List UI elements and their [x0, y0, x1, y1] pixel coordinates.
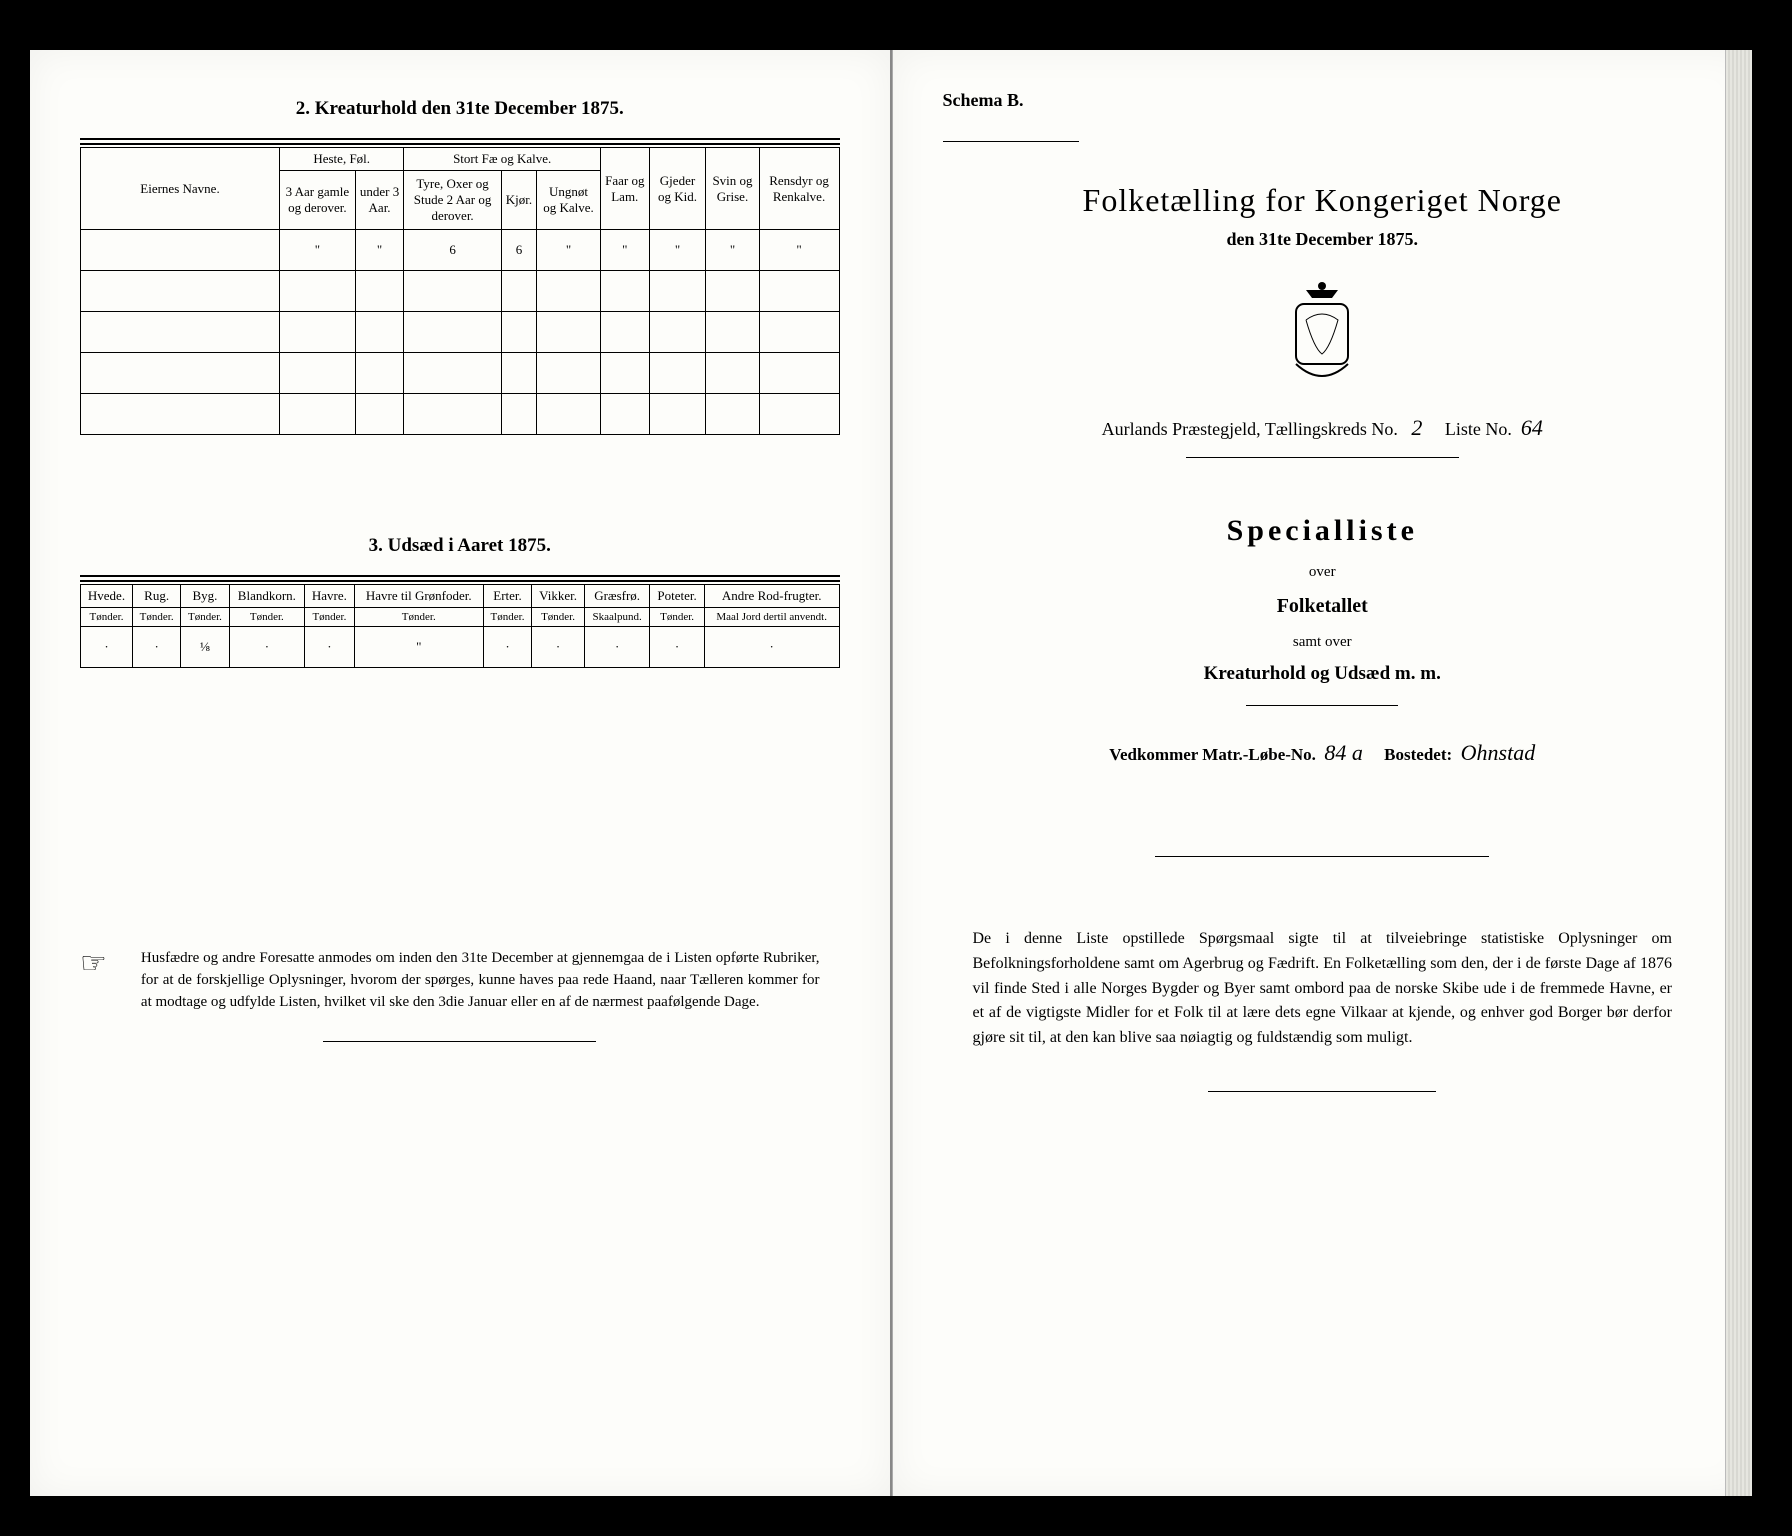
vedkommer-line: Vedkommer Matr.-Løbe-No. 84 a Bostedet: … [943, 740, 1703, 766]
cell: · [532, 627, 585, 668]
cell: · [132, 627, 180, 668]
cell: · [704, 627, 839, 668]
table-row: " " 6 6 " " " " " [81, 230, 840, 271]
over-label: over [943, 564, 1703, 581]
col-unit: Skaalpund. [584, 608, 650, 627]
table2-wrap: Eiernes Navne. Heste, Føl. Stort Fæ og K… [80, 147, 840, 435]
cell: · [81, 627, 133, 668]
col-head: Rug. [132, 585, 180, 608]
cell: · [483, 627, 531, 668]
liste-no: 64 [1521, 415, 1543, 440]
col-stort-a: Tyre, Oxer og Stude 2 Aar og derover. [404, 171, 501, 230]
cell: " [354, 627, 483, 668]
col-heste-a: 3 Aar gamle og derover. [280, 171, 356, 230]
liste-label: Liste No. [1445, 419, 1512, 439]
col-unit: Tønder. [132, 608, 180, 627]
praeste-line: Aurlands Præstegjeld, Tællingskreds No. … [943, 415, 1703, 441]
rule [1186, 457, 1459, 458]
col-gjeder: Gjeder og Kid. [649, 148, 706, 230]
section3-title: 3. Udsæd i Aaret 1875. [80, 535, 840, 557]
col-head: Blandkorn. [229, 585, 305, 608]
col-unit: Tønder. [81, 608, 133, 627]
col-unit: Tønder. [532, 608, 585, 627]
table-row [81, 271, 840, 312]
rule [1155, 856, 1489, 857]
schema-label: Schema B. [943, 90, 1703, 111]
grp-heste: Heste, Føl. [280, 148, 404, 171]
rule [1246, 705, 1398, 706]
bostedet-value: Ohnstad [1461, 740, 1536, 765]
rule [80, 575, 840, 582]
kreds-no: 2 [1411, 415, 1422, 440]
col-head: Hvede. [81, 585, 133, 608]
book-spread: 2. Kreaturhold den 31te December 1875. E… [30, 50, 1752, 1496]
cell: · [584, 627, 650, 668]
col-unit: Tønder. [229, 608, 305, 627]
col-unit: Tønder. [354, 608, 483, 627]
col-ren: Rensdyr og Renkalve. [759, 148, 839, 230]
col-head: Byg. [181, 585, 229, 608]
coat-of-arms-icon [1276, 280, 1368, 390]
right-page: Schema B. Folketælling for Kongeriget No… [892, 50, 1753, 1496]
census-subtitle: den 31te December 1875. [943, 229, 1703, 250]
col-head: Græsfrø. [584, 585, 650, 608]
col-stort-c: Ungnøt og Kalve. [537, 171, 601, 230]
table-row [81, 394, 840, 435]
cell: ⅛ [181, 627, 229, 668]
cell: · [305, 627, 355, 668]
col-unit: Tønder. [181, 608, 229, 627]
cell: · [650, 627, 704, 668]
body-text: De i denne Liste opstillede Spørgsmaal s… [973, 927, 1673, 1051]
table-row [81, 312, 840, 353]
samt-label: samt over [943, 634, 1703, 651]
col-head: Poteter. [650, 585, 704, 608]
col-head: Havre til Grønfoder. [354, 585, 483, 608]
col-head: Erter. [483, 585, 531, 608]
folketallet-label: Folketallet [943, 595, 1703, 618]
grp-stort: Stort Fæ og Kalve. [404, 148, 601, 171]
matr-no: 84 a [1324, 740, 1363, 765]
section2-title: 2. Kreaturhold den 31te December 1875. [80, 98, 840, 120]
col-unit: Tønder. [483, 608, 531, 627]
rule [1208, 1091, 1436, 1092]
specialliste-title: Specialliste [943, 514, 1703, 548]
table-row [81, 353, 840, 394]
col-head: Andre Rod-frugter. [704, 585, 839, 608]
bostedet-label: Bostedet: [1384, 745, 1452, 764]
page-edge [1725, 50, 1752, 1496]
table-row: ··⅛··"····· [81, 627, 840, 668]
col-heste-b: under 3 Aar. [355, 171, 404, 230]
vedk-label: Vedkommer Matr.-Løbe-No. [1109, 745, 1316, 764]
rule [943, 141, 1080, 142]
col-svin: Svin og Grise. [706, 148, 759, 230]
rule [323, 1041, 596, 1042]
col-owners: Eiernes Navne. [81, 148, 280, 230]
kreatur-label: Kreaturhold og Udsæd m. m. [943, 663, 1703, 685]
cell: · [229, 627, 305, 668]
col-unit: Maal Jord dertil anvendt. [704, 608, 839, 627]
table-kreaturhold: Eiernes Navne. Heste, Føl. Stort Fæ og K… [80, 147, 840, 435]
census-title: Folketælling for Kongeriget Norge [943, 182, 1703, 219]
col-unit: Tønder. [305, 608, 355, 627]
col-faar: Faar og Lam. [600, 148, 649, 230]
rule [80, 138, 840, 145]
pointing-hand-icon: ☞ [80, 946, 107, 1013]
praeste-label: Aurlands Præstegjeld, Tællingskreds No. [1102, 419, 1398, 439]
table-udsaed: Hvede.Rug.Byg.Blandkorn.Havre.Havre til … [80, 584, 840, 668]
left-page: 2. Kreaturhold den 31te December 1875. E… [30, 50, 892, 1496]
scan-frame: 2. Kreaturhold den 31te December 1875. E… [0, 0, 1792, 1536]
notice-block: ☞ Husfædre og andre Foresatte anmodes om… [80, 948, 840, 1013]
col-head: Vikker. [532, 585, 585, 608]
notice-text: Husfædre og andre Foresatte anmodes om i… [141, 948, 820, 1013]
col-stort-b: Kjør. [501, 171, 536, 230]
col-unit: Tønder. [650, 608, 704, 627]
col-head: Havre. [305, 585, 355, 608]
